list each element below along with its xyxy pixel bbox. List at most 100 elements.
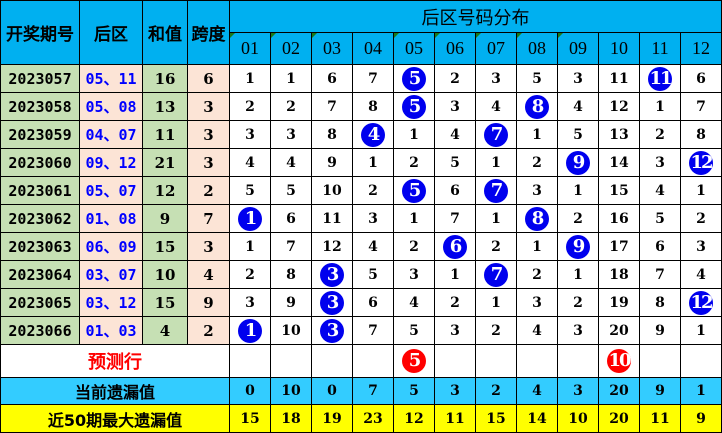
max-omission-label: 近50期最大遗漏值 [0, 404, 230, 433]
hit-ball-icon: 11 [648, 66, 673, 91]
hit-ball-icon: 9 [566, 234, 590, 259]
distribution-cell: 1 [557, 176, 599, 205]
number-header-row: 01 02 03 04 05 06 07 08 09 10 11 12 [1, 32, 722, 65]
max-omission-cell: 20 [598, 404, 640, 433]
issue-cell: 2023062 [0, 204, 80, 233]
hit-ball-icon: 5 [402, 178, 426, 203]
prediction-cell [557, 344, 599, 378]
distribution-cell: 3 [229, 288, 271, 317]
distribution-cell: 1 [393, 120, 435, 149]
distribution-cell: 6 [270, 204, 312, 233]
prediction-cell [475, 344, 517, 378]
prediction-cell [352, 344, 394, 378]
hit-ball-icon: 12 [689, 290, 714, 315]
hit-ball-icon: 12 [689, 150, 714, 175]
distribution-cell: 4 [557, 92, 599, 121]
issue-cell: 2023060 [0, 148, 80, 177]
distribution-cell: 5 [393, 92, 435, 121]
table-body: 2023057 05、11 16 6 1 1 6 7 5 2 3 5 3 11 11 6 2023058 05、0… [0, 64, 722, 433]
distribution-cell: 16 [598, 204, 640, 233]
distribution-cell: 14 [598, 148, 640, 177]
current-omission-cell: 10 [270, 377, 312, 405]
back-zone-cell: 03、07 [79, 260, 143, 289]
current-omission-label: 当前遗漏值 [0, 377, 230, 405]
issue-cell: 2023059 [0, 120, 80, 149]
max-omission-cell: 11 [639, 404, 681, 433]
span-cell: 2 [187, 176, 230, 205]
distribution-cell: 18 [598, 260, 640, 289]
header-number-01: 01 [229, 32, 271, 65]
prediction-label: 预测行 [0, 344, 230, 378]
distribution-cell: 6 [434, 176, 476, 205]
distribution-cell: 1 [393, 204, 435, 233]
distribution-cell: 3 [352, 204, 394, 233]
distribution-cell: 5 [557, 120, 599, 149]
distribution-cell: 3 [557, 316, 599, 345]
distribution-cell: 15 [598, 176, 640, 205]
distribution-cell: 5 [393, 64, 435, 93]
distribution-cell: 2 [434, 288, 476, 317]
distribution-cell: 2 [229, 92, 271, 121]
table-row: 2023060 09、12 21 3 4 4 9 1 2 5 1 2 9 14 3 12 [0, 148, 722, 177]
distribution-cell: 3 [311, 288, 353, 317]
distribution-cell: 8 [639, 288, 681, 317]
hit-ball-icon: 3 [320, 290, 344, 315]
max-omission-cell: 15 [229, 404, 271, 433]
distribution-cell: 11 [311, 204, 353, 233]
header-distribution: 后区号码分布 [228, 0, 722, 33]
prediction-cell [311, 344, 353, 378]
header-number-10: 10 [598, 32, 640, 65]
distribution-cell: 4 [475, 92, 517, 121]
distribution-cell: 9 [557, 232, 599, 261]
hit-ball-icon: 5 [402, 66, 426, 91]
current-omission-cell: 20 [598, 377, 640, 405]
distribution-cell: 3 [434, 92, 476, 121]
hit-ball-icon: 7 [484, 262, 508, 287]
distribution-cell: 6 [639, 232, 681, 261]
header-number-03: 03 [311, 32, 353, 65]
distribution-cell: 2 [352, 176, 394, 205]
back-zone-cell: 01、03 [79, 316, 143, 345]
distribution-cell: 5 [516, 64, 558, 93]
header-number-02: 02 [270, 32, 312, 65]
distribution-cell: 12 [679, 288, 722, 317]
distribution-cell: 3 [311, 260, 353, 289]
distribution-cell: 4 [516, 316, 558, 345]
distribution-cell: 2 [229, 260, 271, 289]
max-omission-cell: 15 [475, 404, 517, 433]
prediction-cell [516, 344, 558, 378]
span-cell: 3 [187, 148, 230, 177]
distribution-cell: 3 [393, 260, 435, 289]
hit-ball-icon: 3 [320, 262, 344, 287]
back-zone-cell: 09、12 [79, 148, 143, 177]
distribution-cell: 11 [598, 64, 640, 93]
distribution-cell: 3 [516, 288, 558, 317]
table-row: 2023057 05、11 16 6 1 1 6 7 5 2 3 5 3 11 11 6 [0, 64, 722, 93]
distribution-cell: 9 [270, 288, 312, 317]
distribution-cell: 3 [679, 232, 722, 261]
prediction-cell [229, 344, 271, 378]
distribution-cell: 4 [639, 176, 681, 205]
distribution-cell: 7 [475, 260, 517, 289]
issue-cell: 2023065 [0, 288, 80, 317]
distribution-cell: 2 [557, 288, 599, 317]
distribution-cell: 1 [434, 260, 476, 289]
distribution-cell: 7 [639, 260, 681, 289]
distribution-cell: 1 [679, 176, 722, 205]
distribution-cell: 10 [311, 176, 353, 205]
distribution-cell: 7 [270, 232, 312, 261]
distribution-cell: 2 [270, 92, 312, 121]
hit-ball-icon: 1 [238, 206, 262, 231]
current-omission-cell: 9 [639, 377, 681, 405]
distribution-cell: 1 [475, 204, 517, 233]
prediction-cell: 10 [598, 344, 640, 378]
distribution-cell: 1 [679, 316, 722, 345]
distribution-cell: 5 [434, 148, 476, 177]
distribution-cell: 3 [311, 316, 353, 345]
distribution-cell: 7 [311, 92, 353, 121]
header-number-06: 06 [434, 32, 476, 65]
distribution-cell: 2 [679, 204, 722, 233]
distribution-cell: 1 [270, 64, 312, 93]
distribution-cell: 5 [352, 260, 394, 289]
issue-cell: 2023058 [0, 92, 80, 121]
